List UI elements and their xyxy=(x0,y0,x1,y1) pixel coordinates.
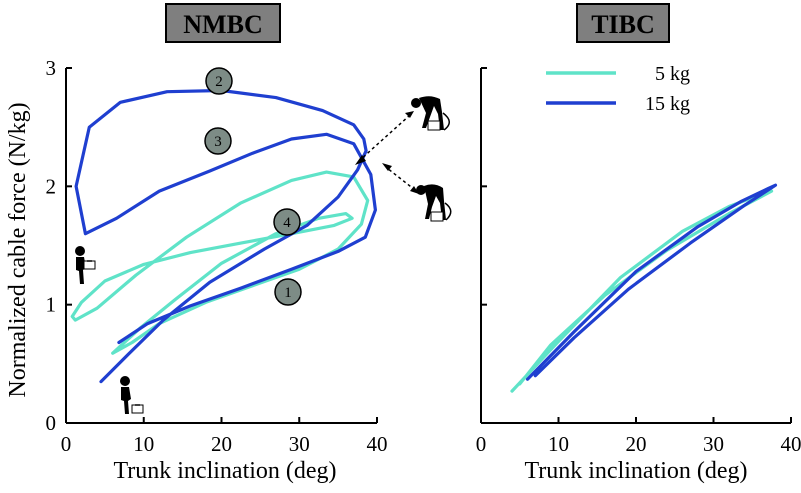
nmbc-x-tick-label: 10 xyxy=(133,432,154,456)
tibc-x-tick-label: 20 xyxy=(626,432,647,456)
phase-marker-3-circle xyxy=(204,127,232,155)
phase-marker-2: 2 xyxy=(205,67,233,95)
tibc-x-axis-title: Trunk inclination (deg) xyxy=(524,458,747,484)
tibc-x-tick-label: 30 xyxy=(703,432,724,456)
nmbc-title: NMBC xyxy=(183,10,262,39)
tibc-x-tick-label: 40 xyxy=(781,432,801,456)
nmbc-y-tick-label: 2 xyxy=(46,174,57,198)
pointer-arrow-bottom xyxy=(382,163,419,194)
nmbc-series-line-15kg xyxy=(74,88,377,384)
bent-figure-bottom-icon xyxy=(416,184,452,222)
tibc-x-ticks: 0 10 20 30 40 xyxy=(476,417,801,456)
panel-tibc: TIBC 0 10 20 30 40 Trunk inclination (deg) 5… xyxy=(476,3,801,484)
nmbc-y-tick-label: 1 xyxy=(46,293,57,317)
nmbc-x-tick-label: 40 xyxy=(367,432,388,456)
tibc-series-line-15kg xyxy=(525,183,778,381)
tibc-title: TIBC xyxy=(591,10,655,39)
tibc-x-tick-label: 10 xyxy=(548,432,569,456)
nmbc-series-line-5kg xyxy=(70,170,370,355)
nmbc-y-axis-title: Normalized cable force (N/kg) xyxy=(5,102,31,397)
nmbc-x-tick-label: 20 xyxy=(211,432,232,456)
tibc-series-line-5kg xyxy=(510,189,774,393)
legend: 5 kg 15 kg xyxy=(546,63,690,115)
nmbc-y-tick-label: 3 xyxy=(46,56,57,80)
phase-marker-2-circle xyxy=(205,67,233,95)
phase-marker-4-circle xyxy=(273,208,301,236)
phase-marker-2-label: 2 xyxy=(215,74,223,90)
nmbc-x-tick-label: 30 xyxy=(289,432,310,456)
upright-start-figure-icon xyxy=(120,376,144,414)
phase-marker-4-label: 4 xyxy=(283,215,291,231)
legend-label-15kg: 15 kg xyxy=(645,93,690,115)
phase-marker-1-circle xyxy=(274,278,302,306)
tibc-x-tick-label: 0 xyxy=(476,432,487,456)
tibc-title-box xyxy=(576,3,670,43)
legend-label-5kg: 5 kg xyxy=(655,63,690,85)
panel-nmbc: NMBC 0 10 20 30 40 0 1 2 3 Trunk inclination (d… xyxy=(5,3,452,484)
phase-marker-4: 4 xyxy=(273,208,301,236)
phase-marker-1-label: 1 xyxy=(284,285,292,301)
nmbc-title-box xyxy=(165,3,281,43)
tibc-series xyxy=(510,183,778,393)
nmbc-x-tick-label: 0 xyxy=(61,432,72,456)
nmbc-y-tick-label: 0 xyxy=(46,411,57,435)
nmbc-series xyxy=(70,88,377,384)
phase-marker-3-label: 3 xyxy=(214,134,222,150)
nmbc-x-axis-title: Trunk inclination (deg) xyxy=(113,458,336,484)
upright-lift-figure-icon xyxy=(75,246,96,284)
phase-marker-3: 3 xyxy=(204,127,232,155)
nmbc-x-ticks: 0 10 20 30 40 xyxy=(61,417,388,456)
pointer-arrow-top xyxy=(355,111,414,165)
nmbc-y-ticks: 0 1 2 3 xyxy=(46,56,72,435)
tibc-y-ticks xyxy=(481,67,487,306)
phase-marker-1: 1 xyxy=(274,278,302,306)
bent-figure-top-icon xyxy=(411,96,450,131)
